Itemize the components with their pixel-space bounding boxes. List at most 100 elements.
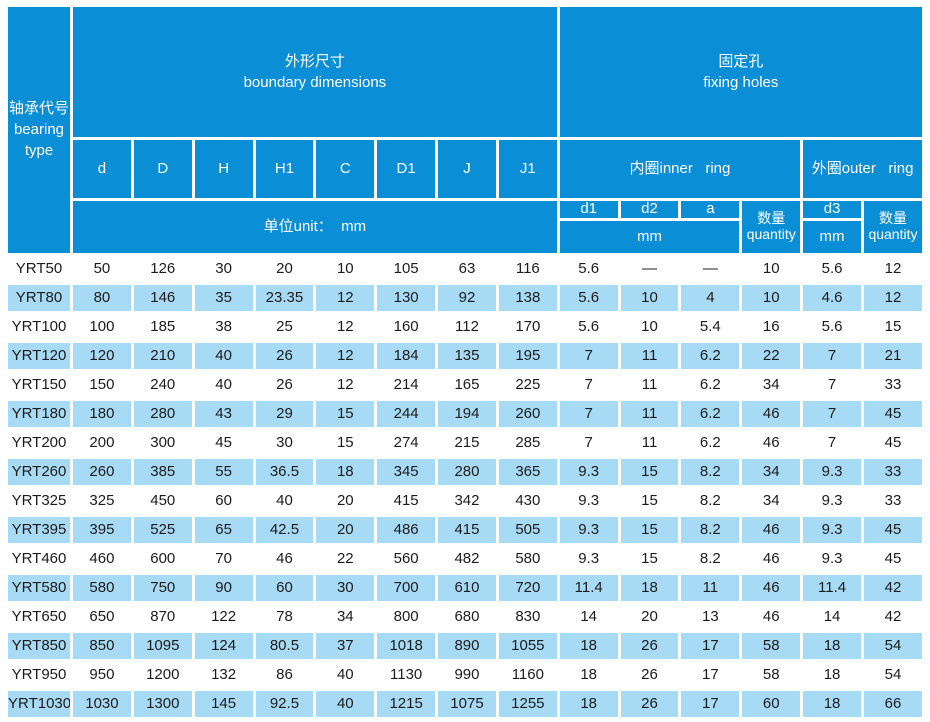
value-cell: 15 [316,429,375,456]
value-cell: 800 [377,603,436,630]
value-cell: 850 [73,632,131,659]
value-cell: 40 [194,371,253,398]
value-cell: 950 [73,661,131,688]
value-cell: 10 [620,313,679,340]
bearing-type-cell: YRT260 [8,458,70,485]
value-cell: 20 [255,255,314,282]
value-cell: 1095 [133,632,192,659]
header-col-H: H [194,140,253,198]
value-cell: 9.3 [803,545,861,572]
value-cell: 225 [498,371,557,398]
value-cell: 450 [133,487,192,514]
value-cell: 65 [194,516,253,543]
value-cell: 26 [255,371,314,398]
value-cell: 720 [498,574,557,601]
bearing-type-cell: YRT100 [8,313,70,340]
value-cell: 15 [863,313,922,340]
value-cell: 700 [377,574,436,601]
value-cell: 70 [194,545,253,572]
value-cell: 124 [194,632,253,659]
value-cell: 11 [620,429,679,456]
value-cell: 4.6 [803,284,861,311]
header-col-d2: d2 [620,201,679,218]
value-cell: 11 [620,400,679,427]
header-fixing-holes: 固定孔 fixing holes [559,7,922,137]
value-cell: 40 [194,342,253,369]
value-cell: 146 [133,284,192,311]
value-cell: 80.5 [255,632,314,659]
value-cell: 8.2 [681,545,740,572]
value-cell: 5.6 [559,255,618,282]
header-row-units: mm mm [8,220,922,253]
bearing-type-cell: YRT950 [8,661,70,688]
value-cell: 60 [255,574,314,601]
value-cell: 38 [194,313,253,340]
value-cell: 430 [498,487,557,514]
value-cell: 170 [498,313,557,340]
value-cell: 160 [377,313,436,340]
value-cell: 1130 [377,661,436,688]
table-row: YRT100 100 185 38 25 12 160 112 170 5.6 10 5.4 16 5.6… [8,313,922,340]
value-cell: 5.6 [559,313,618,340]
value-cell: 10 [316,255,375,282]
value-cell: 13 [681,603,740,630]
value-cell: 34 [742,458,801,485]
value-cell: 482 [438,545,496,572]
value-cell: 195 [498,342,557,369]
value-cell: 42 [863,603,922,630]
value-cell: 7 [559,371,618,398]
value-cell: 15 [620,487,679,514]
header-inner-quantity: 数量 quantity [742,201,801,253]
value-cell: 1018 [377,632,436,659]
table-row: YRT150 150 240 40 26 12 214 165 225 7 11 6.2 34 7 33 [8,371,922,398]
value-cell: 145 [194,690,253,717]
header-row-subcolumns: 单位unit： mm d1 d2 a 数量 quantity d3 数量 qua… [8,201,922,253]
value-cell: 6.2 [681,342,740,369]
value-cell: 990 [438,661,496,688]
value-cell: 6.2 [681,429,740,456]
header-outer-quantity: 数量 quantity [863,201,922,253]
value-cell: — [681,255,740,282]
value-cell: 34 [742,371,801,398]
value-cell: 185 [133,313,192,340]
value-cell: 1255 [498,690,557,717]
value-cell: 342 [438,487,496,514]
value-cell: 22 [742,342,801,369]
value-cell: 15 [316,400,375,427]
value-cell: 7 [803,342,861,369]
value-cell: 46 [742,603,801,630]
value-cell: 22 [316,545,375,572]
bearing-type-cell: YRT580 [8,574,70,601]
value-cell: 194 [438,400,496,427]
value-cell: 12 [316,371,375,398]
value-cell: 5.6 [803,255,861,282]
header-bearing-type: 轴承代号 bearing type [8,7,70,253]
value-cell: 680 [438,603,496,630]
value-cell: 7 [803,400,861,427]
table-row: YRT260 260 385 55 36.5 18 345 280 365 9.3 15 8.2 34 9… [8,458,922,485]
bearing-type-cell: YRT1030 [8,690,70,717]
value-cell: 33 [863,487,922,514]
value-cell: 26 [620,690,679,717]
value-cell: 5.4 [681,313,740,340]
value-cell: 285 [498,429,557,456]
value-cell: 5.6 [803,313,861,340]
value-cell: 138 [498,284,557,311]
value-cell: 80 [73,284,131,311]
value-cell: 580 [498,545,557,572]
value-cell: 11 [620,371,679,398]
value-cell: 33 [863,458,922,485]
value-cell: 126 [133,255,192,282]
value-cell: 280 [133,400,192,427]
value-cell: 11.4 [559,574,618,601]
value-cell: 130 [377,284,436,311]
value-cell: 8.2 [681,487,740,514]
value-cell: 8.2 [681,458,740,485]
value-cell: 105 [377,255,436,282]
value-cell: 45 [863,516,922,543]
value-cell: 63 [438,255,496,282]
value-cell: 86 [255,661,314,688]
value-cell: 7 [559,429,618,456]
value-cell: 132 [194,661,253,688]
value-cell: 11 [620,342,679,369]
